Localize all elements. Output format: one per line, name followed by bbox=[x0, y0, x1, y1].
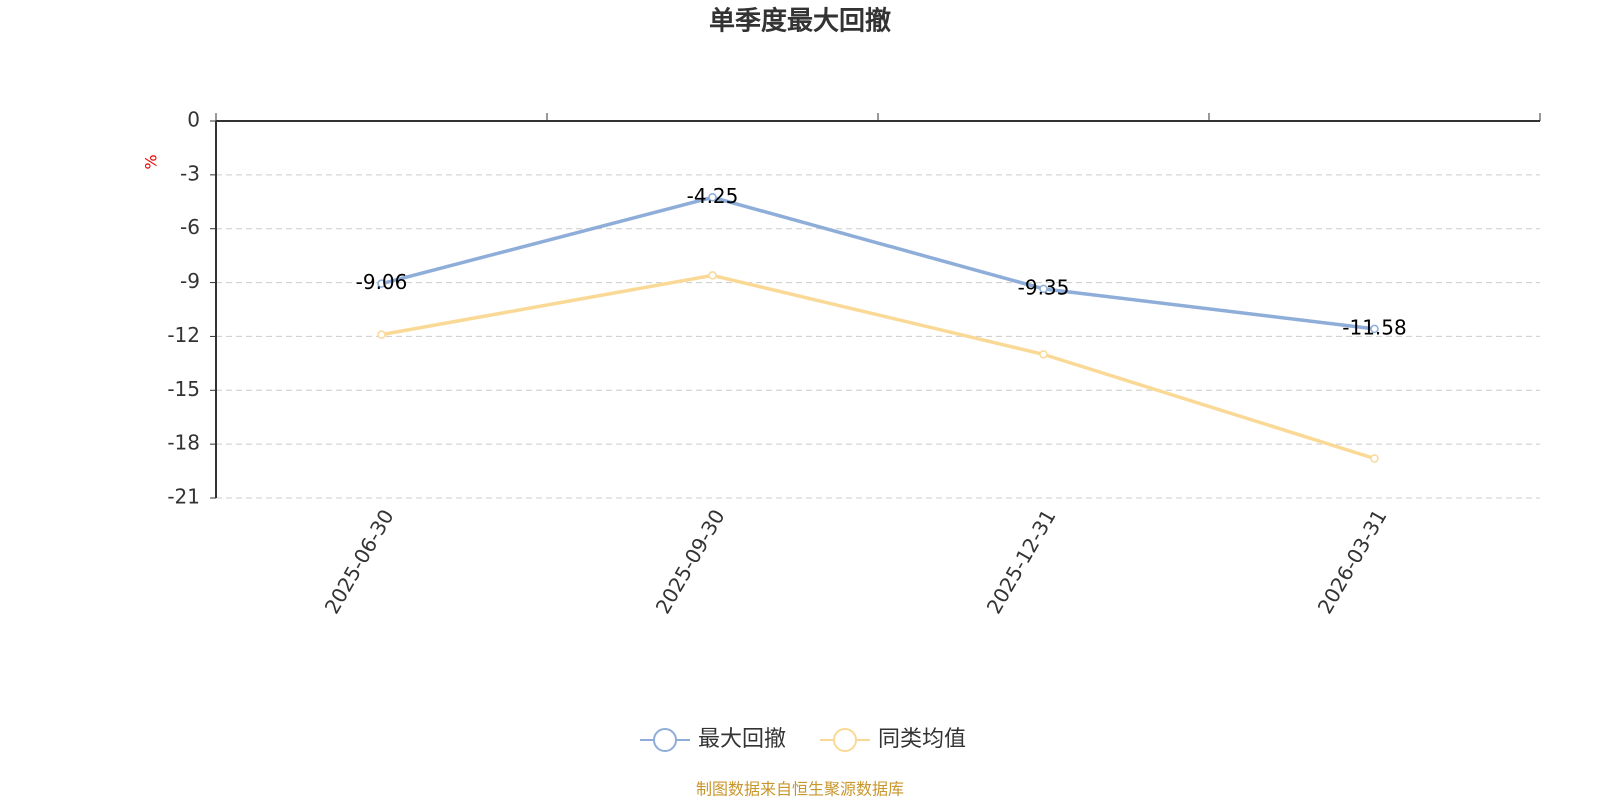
point bbox=[1370, 454, 1379, 463]
point bbox=[377, 279, 386, 288]
source-note: 制图数据来自恒生聚源数据库 bbox=[696, 780, 904, 799]
y-tick-label: -21 bbox=[167, 485, 200, 509]
legend-marker bbox=[833, 728, 857, 752]
y-axis-label: % bbox=[142, 154, 161, 169]
x-tick-label: 2026-03-31 bbox=[1313, 505, 1392, 618]
x-tick-label: 2025-09-30 bbox=[651, 505, 730, 618]
y-tick-label: -6 bbox=[180, 215, 200, 239]
y-tick-label: -18 bbox=[167, 431, 200, 455]
point bbox=[708, 271, 717, 280]
series-line bbox=[381, 273, 1376, 461]
y-tick-label: 0 bbox=[187, 108, 200, 132]
y-tick-label: -12 bbox=[167, 323, 200, 347]
y-tick-label: -9 bbox=[180, 269, 200, 293]
point bbox=[1039, 284, 1048, 294]
legend-label: 最大回撤 bbox=[698, 727, 786, 752]
point bbox=[1039, 350, 1048, 359]
point bbox=[1370, 324, 1379, 334]
point bbox=[377, 330, 386, 339]
y-tick-label: -3 bbox=[180, 161, 200, 185]
legend-label: 同类均值 bbox=[878, 727, 966, 752]
legend-marker bbox=[653, 728, 677, 752]
x-tick-label: 2025-12-31 bbox=[982, 505, 1061, 618]
data-label: -4.25 bbox=[687, 184, 739, 208]
x-tick-label: 2025-06-30 bbox=[320, 505, 399, 618]
data-label: -11.58 bbox=[1342, 315, 1406, 339]
point bbox=[708, 193, 717, 202]
data-label: -9.35 bbox=[1018, 275, 1070, 299]
data-label: -9.06 bbox=[356, 270, 408, 294]
chart-title: 单季度最大回撤 bbox=[709, 6, 891, 37]
series-line bbox=[381, 195, 1375, 331]
y-tick-label: -15 bbox=[167, 377, 200, 401]
